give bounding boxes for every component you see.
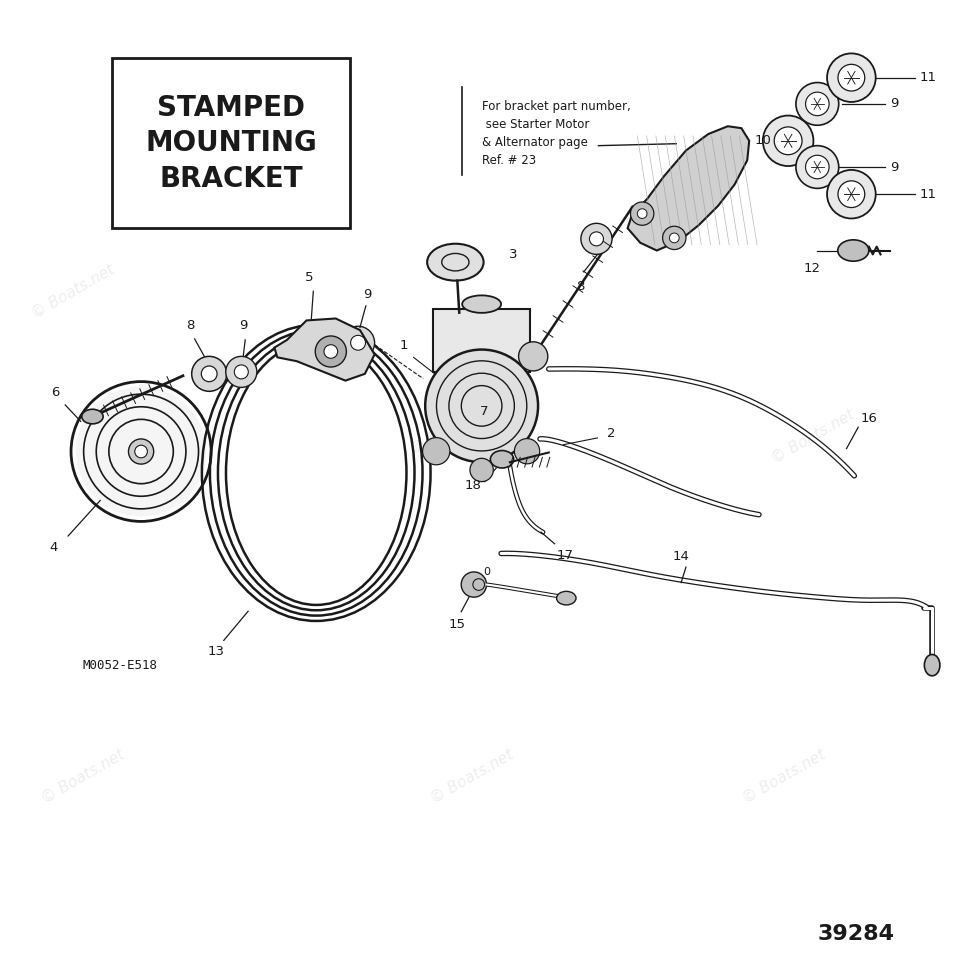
Circle shape [470, 458, 493, 482]
Text: © Boats.net: © Boats.net [39, 747, 127, 807]
Ellipse shape [838, 240, 869, 261]
Text: 3: 3 [509, 248, 518, 261]
Circle shape [806, 155, 829, 179]
Text: 4: 4 [50, 541, 57, 553]
Ellipse shape [82, 410, 103, 424]
Text: 8: 8 [576, 280, 584, 292]
Ellipse shape [924, 654, 940, 676]
Text: © Boats.net: © Boats.net [739, 747, 828, 807]
Text: 8: 8 [187, 319, 195, 332]
Text: 1: 1 [400, 340, 408, 352]
Text: © Boats.net: © Boats.net [623, 174, 711, 234]
Circle shape [342, 326, 375, 359]
Circle shape [838, 64, 865, 91]
Text: STAMPED
MOUNTING
BRACKET: STAMPED MOUNTING BRACKET [145, 93, 317, 193]
Circle shape [201, 366, 217, 382]
Text: For bracket part number,
 see Starter Motor
& Alternator page
Ref. # 23: For bracket part number, see Starter Mot… [482, 100, 631, 167]
Ellipse shape [557, 591, 576, 605]
Polygon shape [628, 126, 749, 251]
Circle shape [827, 170, 876, 218]
Text: 0: 0 [484, 567, 490, 577]
Ellipse shape [490, 451, 514, 468]
Text: © Boats.net: © Boats.net [769, 407, 857, 467]
Polygon shape [274, 318, 375, 381]
Circle shape [515, 439, 540, 464]
Text: 9: 9 [890, 160, 899, 174]
Circle shape [806, 92, 829, 116]
Circle shape [581, 223, 612, 254]
Text: 17: 17 [557, 549, 573, 561]
Ellipse shape [462, 295, 501, 313]
Text: 9: 9 [364, 288, 372, 301]
Circle shape [631, 202, 654, 225]
Text: 11: 11 [919, 71, 936, 84]
Bar [433, 309, 530, 372]
Circle shape [590, 232, 603, 246]
Ellipse shape [427, 244, 484, 281]
Circle shape [192, 356, 227, 391]
Circle shape [226, 356, 257, 387]
Text: 11: 11 [919, 187, 936, 201]
Circle shape [135, 446, 147, 457]
Text: 13: 13 [207, 645, 225, 658]
Circle shape [76, 386, 206, 517]
Circle shape [128, 439, 154, 464]
Text: 5: 5 [306, 271, 313, 284]
Text: © Boats.net: © Boats.net [29, 261, 118, 321]
FancyBboxPatch shape [112, 58, 350, 228]
Text: M0052-E518: M0052-E518 [83, 658, 158, 672]
Text: 15: 15 [449, 618, 466, 630]
Text: 16: 16 [860, 413, 877, 425]
Text: 2: 2 [607, 426, 616, 440]
Text: © Boats.net: © Boats.net [409, 397, 497, 457]
Circle shape [763, 116, 813, 166]
Text: 9: 9 [890, 97, 899, 111]
Text: 14: 14 [672, 551, 690, 563]
Circle shape [796, 83, 839, 125]
Circle shape [350, 335, 366, 351]
Circle shape [663, 226, 686, 250]
Circle shape [775, 127, 802, 154]
Text: © Boats.net: © Boats.net [428, 747, 517, 807]
Text: 18: 18 [465, 479, 482, 492]
Text: 6: 6 [52, 386, 59, 399]
Circle shape [425, 350, 538, 462]
Circle shape [324, 345, 338, 358]
Text: 7: 7 [481, 405, 488, 418]
Text: 9: 9 [239, 319, 247, 332]
Circle shape [519, 342, 548, 371]
Circle shape [461, 572, 486, 597]
Text: 10: 10 [755, 134, 772, 148]
Text: 39284: 39284 [817, 924, 894, 944]
Circle shape [838, 181, 865, 208]
Circle shape [827, 53, 876, 102]
Circle shape [637, 209, 647, 218]
Circle shape [234, 365, 248, 379]
Text: 12: 12 [804, 262, 821, 275]
Circle shape [315, 336, 346, 367]
Circle shape [422, 438, 450, 465]
Circle shape [796, 146, 839, 188]
Circle shape [669, 233, 679, 243]
